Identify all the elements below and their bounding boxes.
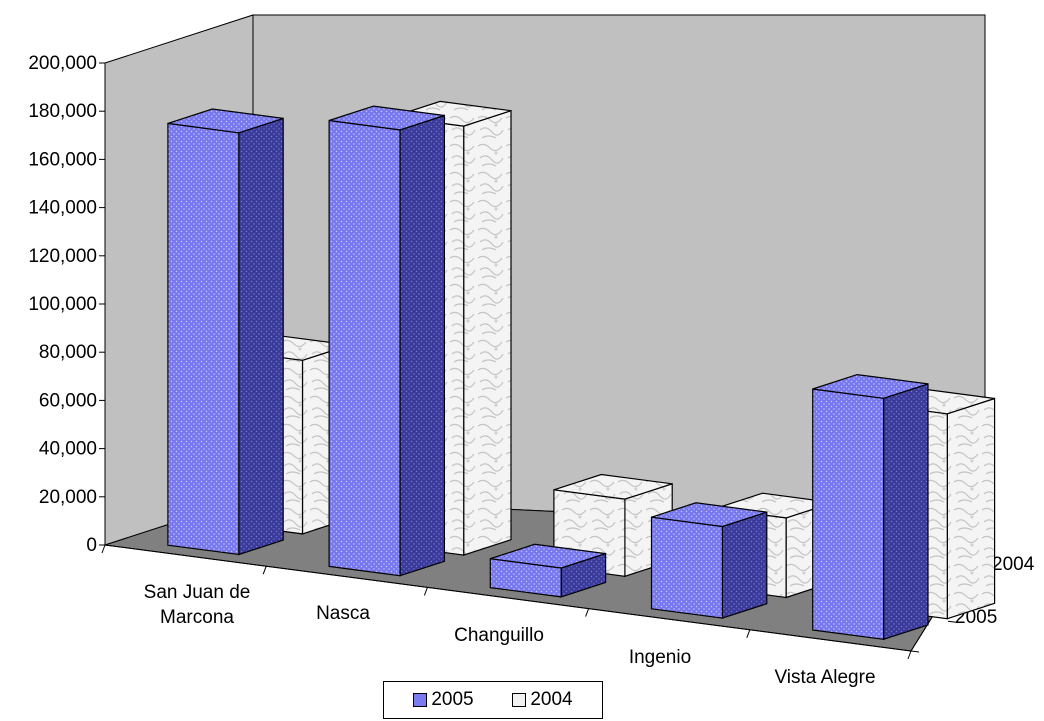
- bar-2005-nasca: [328, 105, 445, 577]
- y-tick-label: 160,000: [28, 149, 97, 170]
- y-tick-label: 0: [86, 535, 97, 556]
- y-tick-label: 120,000: [28, 246, 97, 267]
- bar-2005-san-juan-de-marcona: [167, 108, 284, 556]
- legend-swatch-2005: [413, 693, 428, 707]
- bar-top: [328, 105, 445, 131]
- bar-2005-changuillo: [489, 543, 607, 598]
- bar-front: [328, 119, 401, 577]
- y-tick-label: 40,000: [39, 439, 97, 460]
- x-label-ingenio: Ingenio: [629, 647, 691, 668]
- bar-front: [167, 122, 240, 556]
- bar-top: [651, 502, 767, 528]
- bar-side: [882, 383, 929, 641]
- x-tick-mark: [423, 587, 428, 596]
- x-axis: [104, 544, 912, 652]
- x-label-changuillo: Changuillo: [454, 625, 544, 646]
- bar-front: [650, 516, 724, 619]
- bar-front: [812, 388, 885, 640]
- x-tick-mark: [746, 629, 751, 638]
- x-tick-mark: [101, 544, 106, 554]
- bar-side: [238, 117, 284, 556]
- bar-side: [463, 109, 512, 556]
- y-tick-label: 100,000: [28, 294, 97, 315]
- x-tick-mark: [262, 566, 267, 575]
- bar-top: [812, 373, 929, 399]
- legend-item-2005: 2005: [413, 689, 474, 711]
- legend-item-2004: 2004: [512, 689, 573, 711]
- legend-label-2005: 2005: [431, 689, 474, 710]
- x-tick-mark: [907, 650, 912, 660]
- bar-2005-vista-alegre: [812, 373, 929, 641]
- y-tick-label: 20,000: [39, 487, 97, 508]
- bar-side: [399, 114, 445, 577]
- y-tick-label: 60,000: [39, 390, 97, 411]
- depth-tick-mark: [910, 650, 920, 653]
- bar-top: [167, 108, 284, 134]
- x-label-san-juan-de-marcona: San Juan de Marcona: [144, 582, 251, 628]
- y-tick-label: 200,000: [28, 53, 97, 74]
- x-label-vista-alegre: Vista Alegre: [774, 667, 875, 688]
- bar-top: [490, 543, 606, 569]
- depth-tick-mark: [947, 620, 957, 623]
- x-label-nasca: Nasca: [316, 603, 370, 624]
- y-tick-label: 180,000: [28, 101, 97, 122]
- legend: 2005 2004: [383, 681, 603, 719]
- x-tick-mark: [585, 608, 590, 617]
- bar-side: [946, 397, 996, 620]
- legend-swatch-2004: [512, 693, 527, 707]
- legend-label-2004: 2004: [530, 689, 573, 710]
- y-tick-label: 80,000: [39, 342, 97, 363]
- bar-2005-ingenio: [650, 502, 768, 619]
- depth-label-2004: 2004: [992, 554, 1035, 575]
- bar-side: [721, 511, 768, 619]
- bar-top: [553, 473, 673, 500]
- y-tick-label: 140,000: [28, 198, 97, 219]
